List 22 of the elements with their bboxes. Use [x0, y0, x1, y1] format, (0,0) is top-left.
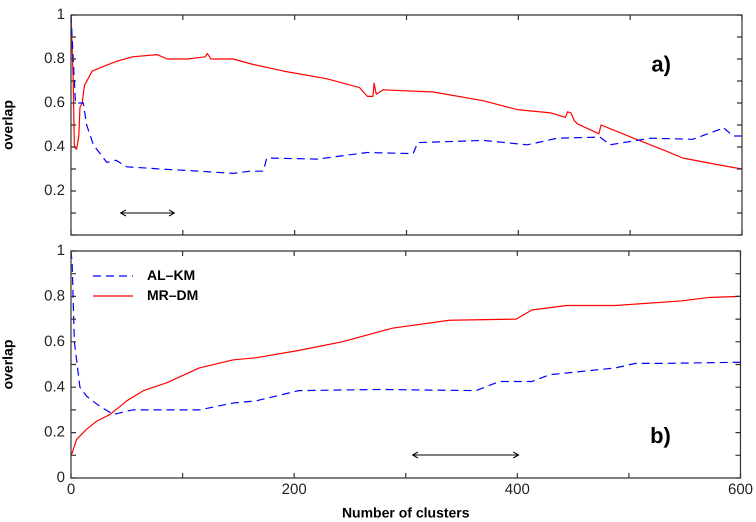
- y-tick-label: 0.2: [44, 424, 65, 441]
- x-tick-label: 600: [728, 481, 753, 498]
- y-tick-label: 0.6: [44, 94, 65, 112]
- legend-label: AL–KM: [147, 266, 196, 283]
- y-tick-label: 0.4: [44, 378, 65, 396]
- legend-label: MR–DM: [147, 286, 198, 303]
- y-tick-label: 0.4: [44, 138, 65, 156]
- x-axis-title: Number of clusters: [342, 504, 470, 520]
- y-tick-label: 0.6: [44, 332, 65, 350]
- y-tick-label: 0: [56, 469, 65, 486]
- x-tick-label: 400: [504, 481, 530, 498]
- y-tick-label: 0.2: [44, 182, 65, 200]
- y-tick-label: 0.8: [44, 288, 65, 305]
- y-tick-label: 1: [56, 6, 65, 24]
- annotation: b): [650, 423, 671, 448]
- annotation: a): [651, 52, 671, 77]
- line-series: [71, 251, 740, 416]
- y-tick-label: 1: [56, 242, 65, 260]
- y-axis-title: overlap: [0, 100, 16, 150]
- x-tick-label: 200: [282, 481, 307, 498]
- y-tick-label: 0.8: [44, 50, 65, 68]
- y-axis-title: overlap: [0, 340, 16, 390]
